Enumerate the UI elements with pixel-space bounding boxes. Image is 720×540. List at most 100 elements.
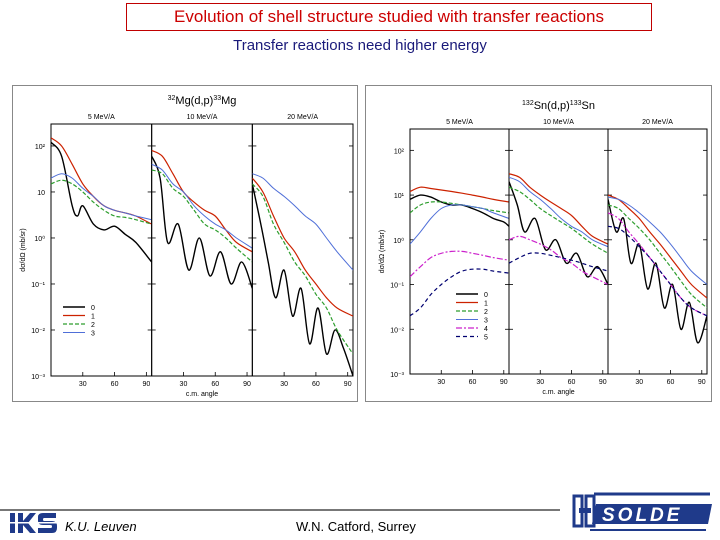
title-mass-a-0: 32 — [168, 95, 176, 102]
x-tick-label: 60 — [469, 379, 477, 386]
legend-label: 2 — [91, 322, 95, 329]
footer-author: W.N. Catford, Surrey — [296, 519, 416, 534]
sn-chart: 132Sn(d,p)133Sn10²10¹10⁰10⁻¹10⁻²10⁻³dσ/d… — [379, 100, 708, 396]
series-line-l1 — [151, 149, 253, 253]
series-line-l2 — [608, 204, 707, 309]
series-line-l1 — [509, 173, 608, 245]
y-tick-label: 10⁻¹ — [31, 282, 45, 289]
y-tick-label: 10¹ — [394, 193, 405, 200]
subpanel-frame — [607, 128, 708, 375]
x-axis-label-0: c.m. angle — [186, 391, 218, 398]
energy-label: 10 MeV/A — [187, 114, 218, 121]
series-line-l2 — [151, 169, 253, 263]
x-tick-label: 30 — [79, 381, 87, 388]
subpanel-2: 30 60 90 20 MeV/A — [251, 114, 354, 388]
title-element-a-0: Mg(d,p) — [175, 95, 213, 107]
slide-title-box: Evolution of shell structure studied wit… — [126, 3, 652, 31]
chart-title-1: 132Sn(d,p)133Sn — [522, 100, 595, 112]
legend-1: 0 12 34 5 — [456, 292, 488, 342]
subpanel-0: 30 60 905 MeV/A — [50, 114, 153, 388]
footer-institution: K.U. Leuven — [65, 519, 137, 534]
series-line-l5 — [410, 268, 509, 317]
series-line-l1 — [252, 177, 353, 317]
legend-label: 0 — [484, 292, 488, 299]
y-tick-label: 10⁰ — [34, 235, 45, 243]
y-tick-label: 10² — [394, 148, 405, 155]
series-line-l3 — [51, 173, 152, 221]
energy-label: 5 MeV/A — [88, 114, 115, 121]
slide-title: Evolution of shell structure studied wit… — [174, 7, 604, 26]
y-tick-label: 10⁻¹ — [390, 283, 404, 290]
series-line-l3 — [509, 176, 608, 248]
series-line-l3 — [151, 163, 253, 249]
x-tick-label: 30 — [180, 381, 188, 388]
title-element-a-1: Sn(d,p) — [534, 100, 570, 112]
energy-label: 10 MeV/A — [543, 119, 574, 126]
sn-cross-section-figure: 132Sn(d,p)133Sn 10² 10¹ 10⁰ 10⁻¹ 10⁻² 10⁻³ dσ/d… — [365, 85, 712, 402]
footer-rule — [0, 509, 560, 511]
subpanel-2: 30 60 90 20 MeV/A — [607, 119, 708, 386]
x-tick-label: 30 — [437, 379, 445, 386]
x-tick-label: 30 — [280, 381, 288, 388]
energy-label: 20 MeV/A — [642, 119, 673, 126]
legend-label: 4 — [484, 326, 488, 333]
y-tick-label: 10⁻² — [390, 327, 404, 334]
subpanel-frame — [508, 128, 609, 375]
legend-label: 2 — [484, 309, 488, 316]
legend-label: 0 — [91, 305, 95, 312]
legend-label: 3 — [484, 318, 488, 325]
subpanel-frame — [409, 128, 510, 375]
y-axis-label-1: dσ/dΩ (mb/sr) — [379, 230, 386, 273]
x-tick-label: 30 — [536, 379, 544, 386]
y-tick-label: 10² — [35, 144, 46, 151]
svg-text:SOLDE: SOLDE — [602, 505, 682, 526]
series-line-l4 — [608, 212, 707, 317]
y-axis-label-0: dσ/dΩ (mb/sr) — [20, 228, 27, 271]
title-element-b-0: Mg — [221, 95, 236, 107]
isolde-logo: SOLDE — [570, 490, 715, 537]
title-mass-b-0: 33 — [213, 95, 221, 102]
energy-label: 5 MeV/A — [446, 119, 473, 126]
series-line-l0 — [608, 199, 707, 344]
y-tick-label: 10⁻³ — [390, 372, 404, 379]
legend-label: 1 — [484, 301, 488, 308]
y-tick-label: 10 — [37, 190, 45, 197]
x-tick-label: 60 — [667, 379, 675, 386]
x-tick-label: 30 — [635, 379, 643, 386]
iks-logo — [10, 511, 60, 540]
series-line-l5 — [608, 225, 707, 317]
series-line-l5 — [509, 252, 608, 272]
series-line-l4 — [410, 250, 509, 278]
title-mass-b-1: 133 — [570, 100, 582, 107]
series-line-l4 — [509, 235, 608, 286]
subpanel-frame — [50, 123, 153, 377]
x-axis-label-1: c.m. angle — [542, 389, 574, 396]
series-line-l2 — [252, 183, 353, 355]
x-tick-label: 90 — [599, 379, 607, 386]
x-tick-label: 90 — [243, 381, 251, 388]
y-tick-label: 10⁻³ — [31, 374, 45, 381]
series-line-l0 — [252, 183, 353, 376]
y-tick-label: 10⁻² — [31, 328, 45, 335]
mg-cross-section-figure: 32Mg(d,p)33Mg 10² 10 10⁰ 10⁻¹ 10⁻² 10⁻³ dσ/dΩ (… — [12, 85, 358, 402]
x-tick-label: 60 — [111, 381, 119, 388]
x-tick-label: 60 — [211, 381, 219, 388]
subpanel-1: 30 60 90 10 MeV/A — [151, 114, 253, 388]
legend-0: 0 12 3 — [63, 305, 95, 338]
series-line-l3 — [410, 204, 509, 245]
x-tick-label: 90 — [344, 381, 352, 388]
x-tick-label: 90 — [142, 381, 150, 388]
legend-label: 1 — [91, 314, 95, 321]
series-line-l3 — [252, 173, 353, 271]
legend-label: 3 — [91, 331, 95, 338]
series-line-l1 — [608, 194, 707, 299]
slide-subtitle: Transfer reactions need higher energy — [233, 37, 487, 54]
y-tick-label: 10⁰ — [393, 237, 404, 245]
title-mass-a-1: 132 — [522, 100, 534, 107]
energy-label: 20 MeV/A — [287, 114, 318, 121]
legend-label: 5 — [484, 335, 488, 342]
subpanel-frame — [251, 123, 354, 377]
x-tick-label: 90 — [698, 379, 706, 386]
x-tick-label: 60 — [312, 381, 320, 388]
title-element-b-1: Sn — [581, 100, 594, 112]
